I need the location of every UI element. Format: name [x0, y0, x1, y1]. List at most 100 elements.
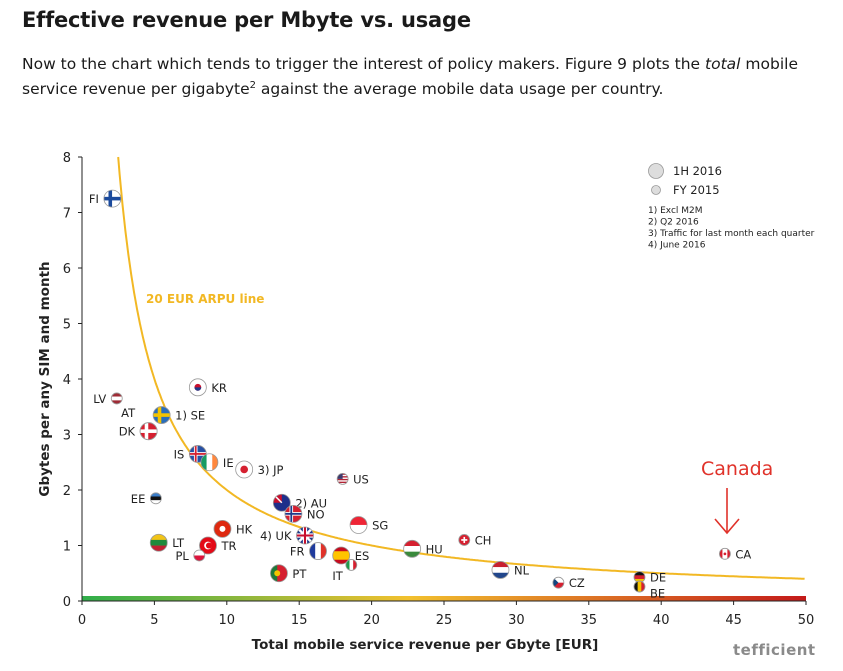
point-label: TR	[220, 539, 236, 553]
point-outline	[284, 504, 303, 523]
point-label: SG	[372, 518, 388, 532]
x-tick-label: 25	[436, 613, 453, 628]
data-point	[110, 392, 123, 405]
data-point	[270, 564, 288, 583]
point-outline	[719, 547, 731, 560]
point-outline	[152, 406, 171, 424]
data-point	[458, 534, 471, 546]
price-gradient-bar	[82, 596, 806, 601]
point-outline	[633, 580, 646, 593]
y-tick-label: 2	[63, 484, 71, 499]
data-point	[552, 576, 565, 589]
y-tick-label: 7	[63, 207, 71, 222]
point-label: IE	[223, 456, 234, 470]
point-outline	[110, 392, 123, 405]
y-tick-label: 8	[63, 151, 71, 166]
data-point	[336, 472, 349, 485]
flag-denmark-icon	[140, 422, 158, 440]
y-tick-label: 6	[63, 262, 71, 277]
x-tick-label: 0	[78, 613, 86, 628]
x-tick-label: 30	[508, 613, 525, 628]
data-point	[349, 516, 368, 534]
point-outline	[235, 460, 254, 479]
flag-portugal-icon	[270, 564, 288, 582]
arpu-curve-label: 20 EUR ARPU line	[146, 292, 264, 306]
flag-netherlands-icon	[491, 561, 509, 579]
footnote-ref: 2	[249, 80, 256, 91]
point-label: PL	[175, 549, 189, 563]
x-tick-label: 20	[363, 613, 380, 628]
point-label: PT	[292, 567, 307, 581]
point-label: IS	[174, 447, 185, 461]
flag-japan-icon	[235, 460, 253, 478]
arpu-curve	[117, 156, 805, 580]
y-tick-label: 1	[63, 540, 71, 555]
footnote: 4) June 2016	[648, 241, 706, 251]
point-outline	[270, 564, 288, 583]
legend-marker-large	[648, 163, 664, 179]
point-label: EE	[131, 492, 146, 506]
flag-belgium-icon	[633, 581, 645, 593]
point-label: 2) AU	[295, 496, 327, 510]
point-outline	[213, 519, 232, 538]
point-label: US	[353, 472, 369, 486]
x-tick-label: 35	[581, 613, 598, 628]
legend-label: 1H 2016	[673, 164, 722, 178]
data-point	[284, 504, 303, 523]
point-label: ES	[355, 549, 370, 563]
data-point	[193, 549, 206, 562]
footnote: 1) Excl M2M	[648, 206, 703, 216]
point-label: KR	[211, 381, 227, 395]
point-outline	[491, 561, 510, 579]
page-title: Effective revenue per Mbyte vs. usage	[22, 8, 471, 32]
data-point	[139, 422, 158, 441]
flag-poland-icon	[193, 549, 205, 561]
x-axis-title: Total mobile service revenue per Gbyte […	[252, 637, 599, 653]
flag-ireland-icon	[200, 453, 218, 471]
data-point	[188, 378, 207, 397]
point-label: BE	[650, 587, 665, 601]
footnote: 3) Traffic for last month each quarter	[648, 229, 815, 239]
point-outline	[458, 534, 471, 546]
point-label: HU	[426, 542, 443, 556]
point-label: 4) UK	[260, 529, 292, 543]
y-tick-label: 5	[63, 318, 71, 333]
data-point	[103, 189, 122, 208]
flag-hong-kong-icon	[213, 520, 231, 538]
flag-estonia-icon	[150, 492, 162, 504]
point-label: AT	[121, 406, 136, 420]
point-label: NO	[307, 507, 325, 521]
point-outline	[188, 378, 207, 397]
data-point	[199, 536, 217, 555]
y-axis-title: Gbytes per any SIM and month	[37, 261, 53, 496]
footnote: 2) Q2 2016	[648, 218, 699, 228]
point-label: CH	[475, 533, 492, 547]
point-outline	[345, 559, 358, 571]
flag-singapore-icon	[350, 516, 368, 534]
flag-sweden-icon	[153, 406, 171, 424]
point-outline	[349, 516, 368, 534]
point-label: HK	[236, 522, 253, 536]
intro-text-1: Now to the chart which tends to trigger …	[22, 55, 706, 73]
x-tick-label: 45	[725, 613, 742, 628]
data-point	[149, 492, 162, 505]
canada-annotation: Canada	[701, 458, 773, 480]
point-label: DK	[119, 425, 136, 439]
point-outline	[149, 492, 162, 505]
intro-text-3: against the average mobile data usage pe…	[256, 80, 664, 99]
point-label: CA	[735, 547, 751, 561]
data-point	[491, 561, 510, 579]
point-outline	[403, 539, 422, 558]
intro-text-2: mobile service revenue per gigabyte	[22, 55, 798, 99]
x-tick-label: 15	[291, 613, 308, 628]
data-point	[345, 559, 358, 571]
point-outline	[200, 453, 219, 472]
point-label: 3) JP	[258, 463, 284, 477]
data-point	[403, 539, 422, 558]
point-label: LV	[93, 392, 106, 406]
x-tick-label: 50	[798, 613, 815, 628]
data-point	[296, 526, 314, 545]
point-outline	[149, 533, 168, 552]
point-outline	[193, 549, 206, 562]
flag-lithuania-icon	[150, 534, 168, 552]
